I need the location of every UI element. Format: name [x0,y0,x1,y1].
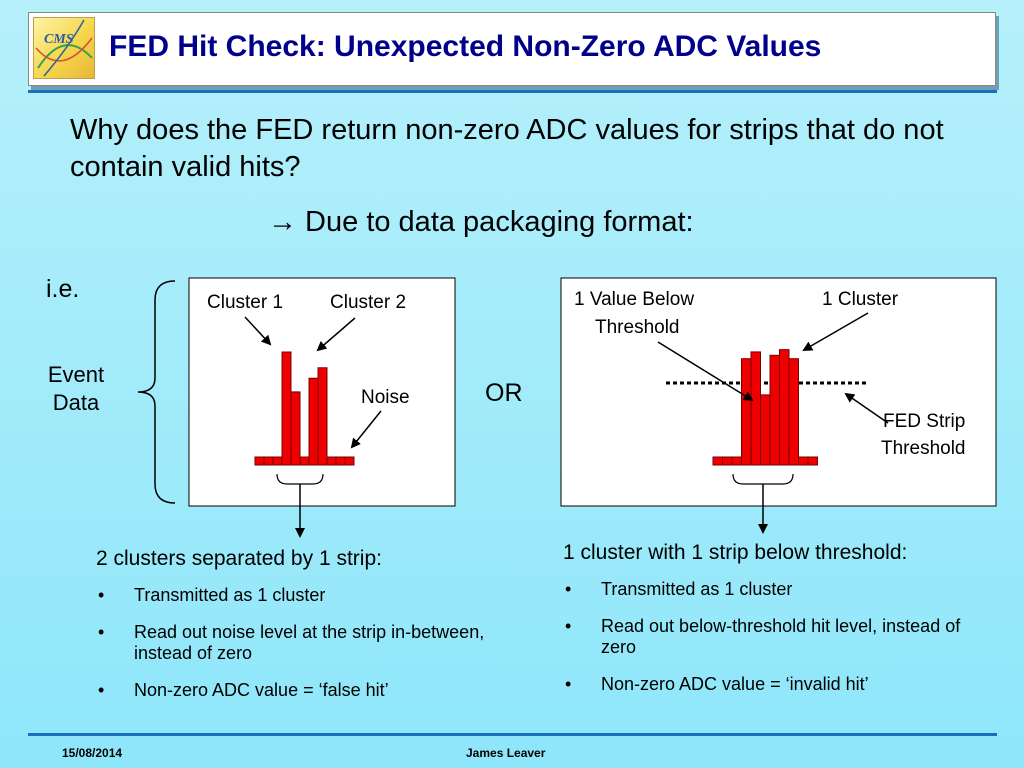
list-item: Transmitted as 1 cluster [96,585,516,606]
logo-text: CMS [44,32,74,47]
left-strip-bars [254,351,355,466]
below-threshold-arrow [657,341,754,402]
strip-bar [788,358,799,466]
fed-threshold-label-line2: Threshold [881,438,966,459]
ie-label: i.e. [46,275,80,303]
list-item: Non-zero ADC value = ‘false hit’ [96,680,516,701]
strip-bar [750,351,761,466]
right-description: 1 cluster with 1 strip below threshold: … [563,541,993,711]
strip-bar [779,349,790,466]
strip-bar [731,456,742,466]
right-desc-heading: 1 cluster with 1 strip below threshold: [563,541,908,564]
strip-bar [760,394,771,466]
strip-bar [281,351,292,466]
cms-logo: CMS [33,17,95,79]
one-cluster-arrow [802,312,869,352]
strip-bar [290,391,301,466]
one-cluster-label: 1 Cluster [822,289,899,310]
left-desc-heading: 2 clusters separated by 1 strip: [96,547,382,570]
left-desc-list: Transmitted as 1 cluster Read out noise … [96,585,516,701]
cluster1-label: Cluster 1 [207,292,283,313]
left-description: 2 clusters separated by 1 strip: Transmi… [96,547,516,717]
event-data-label: Event Data [47,362,105,415]
strip-bar [335,456,346,466]
answer-text: → Due to data packaging format: [268,206,694,238]
cluster1-arrow [244,316,272,346]
right-strip-bars [712,349,818,466]
strip-bar [317,367,328,466]
strip-bar [254,456,265,466]
logo-swirl-icon [35,19,93,77]
footer-divider [28,733,997,736]
noise-label: Noise [361,387,410,408]
strip-bar [299,456,310,466]
below-threshold-label-line1: 1 Value Below [574,289,694,310]
threshold-arrow [844,392,889,424]
event-data-brace [137,280,176,504]
question-text: Why does the FED return non-zero ADC val… [70,114,944,183]
strip-bar [263,456,274,466]
cluster2-label: Cluster 2 [330,292,406,313]
list-item: Transmitted as 1 cluster [563,579,993,600]
strip-bar [712,456,723,466]
strip-bar [344,456,355,466]
title-bar: CMS FED Hit Check: Unexpected Non-Zero A… [28,12,996,86]
strip-bar [798,456,809,466]
header-divider [28,90,997,93]
strip-bar [769,354,780,466]
strip-bar [741,358,752,466]
fed-threshold-label-line1: FED Strip [883,411,965,432]
page-title: FED Hit Check: Unexpected Non-Zero ADC V… [109,30,822,63]
list-item: Read out noise level at the strip in-bet… [96,622,516,664]
footer-date: 15/08/2014 [62,746,123,760]
right-desc-list: Transmitted as 1 cluster Read out below-… [563,579,993,695]
list-item: Non-zero ADC value = ‘invalid hit’ [563,674,993,695]
strip-bar [308,377,319,466]
footer-author: James Leaver [466,746,546,760]
or-label: OR [485,379,523,407]
noise-arrow [350,410,382,449]
strip-bar [807,456,818,466]
strip-bar [722,456,733,466]
strip-bar [272,456,283,466]
strip-bar [326,456,337,466]
cluster2-arrow [316,317,356,352]
list-item: Read out below-threshold hit level, inst… [563,616,993,658]
below-threshold-label-line2: Threshold [595,317,680,338]
